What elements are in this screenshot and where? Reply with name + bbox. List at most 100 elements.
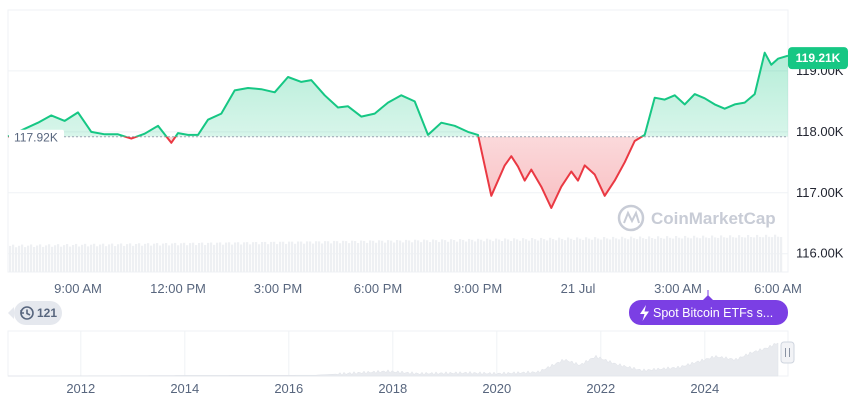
volume-bar	[669, 237, 672, 272]
volume-bar	[66, 244, 69, 272]
volume-bar	[252, 242, 255, 272]
volume-bar	[255, 242, 258, 272]
volume-bar	[270, 241, 273, 272]
volume-bar	[336, 241, 339, 272]
overview-handle[interactable]	[780, 341, 795, 364]
volume-bar	[615, 238, 618, 272]
volume-bar	[204, 244, 207, 272]
volume-bar	[768, 236, 771, 272]
y-tick-label: 117.00K	[796, 185, 844, 200]
overview-tick-label: 2020	[482, 381, 511, 396]
price-lines	[7, 51, 789, 209]
volume-bar	[243, 242, 246, 272]
volume-bar	[771, 237, 774, 272]
volume-bar	[528, 240, 531, 272]
volume-bar	[753, 237, 756, 272]
x-axis: 9:00 AM 12:00 PM 3:00 PM 6:00 PM 9:00 PM 21 J…	[54, 281, 802, 296]
volume-bar	[684, 235, 687, 272]
x-tick-label: 21 Jul	[561, 281, 596, 296]
volume-bar	[540, 237, 543, 272]
x-tick-label: 9:00 AM	[54, 281, 102, 296]
volume-bar	[51, 246, 54, 272]
volume-bar	[627, 239, 630, 272]
volume-bar	[570, 238, 573, 272]
volume-bar	[339, 243, 342, 272]
volume-bar	[390, 240, 393, 272]
volume-bar	[75, 243, 78, 272]
event-marker[interactable]: Spot Bitcoin ETFs s...	[629, 290, 788, 325]
volume-bar	[606, 238, 609, 272]
volume-bar	[219, 242, 222, 272]
volume-bar	[189, 243, 192, 272]
area-below-baseline	[125, 136, 642, 208]
volume-bar	[300, 241, 303, 272]
volume-bar	[132, 245, 135, 272]
volume-bar	[21, 244, 24, 272]
volume-bar	[90, 244, 93, 272]
volume-bar	[78, 246, 81, 272]
area-fills	[8, 52, 788, 208]
volume-bar	[99, 244, 102, 272]
volume-bar	[522, 238, 525, 272]
overview-tick-label: 2014	[170, 381, 199, 396]
volume-bar	[102, 243, 105, 272]
volume-bar	[576, 237, 579, 272]
volume-bar	[162, 243, 165, 272]
overview-navigator[interactable]: 2012 2014 2016 2018 2020 2022 2024	[7, 330, 795, 396]
events-badge[interactable]: 121	[8, 301, 62, 325]
current-price-bubble: 119.21K	[788, 47, 848, 70]
volume-bar	[297, 241, 300, 272]
volume-bar	[24, 247, 27, 272]
volume-bar	[687, 237, 690, 272]
volume-bar	[60, 246, 63, 272]
volume-bar	[426, 240, 429, 272]
area-above-baseline	[8, 52, 788, 137]
volume-bar	[432, 239, 435, 272]
volume-bar	[447, 241, 450, 272]
volume-bar	[288, 241, 291, 272]
x-tick-label: 6:00 AM	[754, 281, 802, 296]
volume-bar	[87, 246, 90, 272]
events-badge-pointer	[8, 307, 14, 319]
volume-bar	[585, 237, 588, 272]
volume-bar	[276, 244, 279, 272]
volume-bar	[192, 242, 195, 272]
overview-tick-label: 2016	[274, 381, 303, 396]
volume-bar	[36, 245, 39, 272]
volume-bar	[30, 244, 33, 272]
overview-tick-label: 2022	[586, 381, 615, 396]
volume-bar	[402, 242, 405, 272]
lightning-icon	[640, 305, 649, 321]
volume-bar	[27, 245, 30, 272]
events-badge-count: 121	[37, 306, 57, 320]
volume-bar	[399, 240, 402, 272]
volume-bar	[504, 238, 507, 272]
volume-bar	[510, 240, 513, 272]
overview-handle-box[interactable]	[780, 341, 795, 364]
volume-bar	[453, 239, 456, 272]
volume-bar	[468, 238, 471, 272]
volume-bar	[279, 241, 282, 272]
volume-bar	[531, 238, 534, 272]
volume-bar	[423, 239, 426, 272]
volume-bar	[57, 244, 60, 272]
volume-bar	[363, 240, 366, 272]
volume-bar	[201, 242, 204, 272]
volume-bar	[225, 242, 228, 272]
volume-bar	[165, 242, 168, 272]
volume-bar	[780, 236, 783, 272]
volume-bar	[621, 236, 624, 272]
volume-bar	[759, 236, 762, 272]
volume-bar	[159, 245, 162, 272]
volume-bar	[486, 238, 489, 272]
volume-bar	[135, 243, 138, 272]
volume-bar	[360, 240, 363, 272]
volume-bar	[69, 246, 72, 272]
volume-bar	[150, 245, 153, 272]
volume-bar	[357, 243, 360, 272]
event-marker-box[interactable]	[629, 300, 788, 325]
volume-bar	[465, 241, 468, 272]
volume-bar	[321, 243, 324, 272]
volume-bar	[231, 244, 234, 272]
volume-bar	[717, 237, 720, 272]
